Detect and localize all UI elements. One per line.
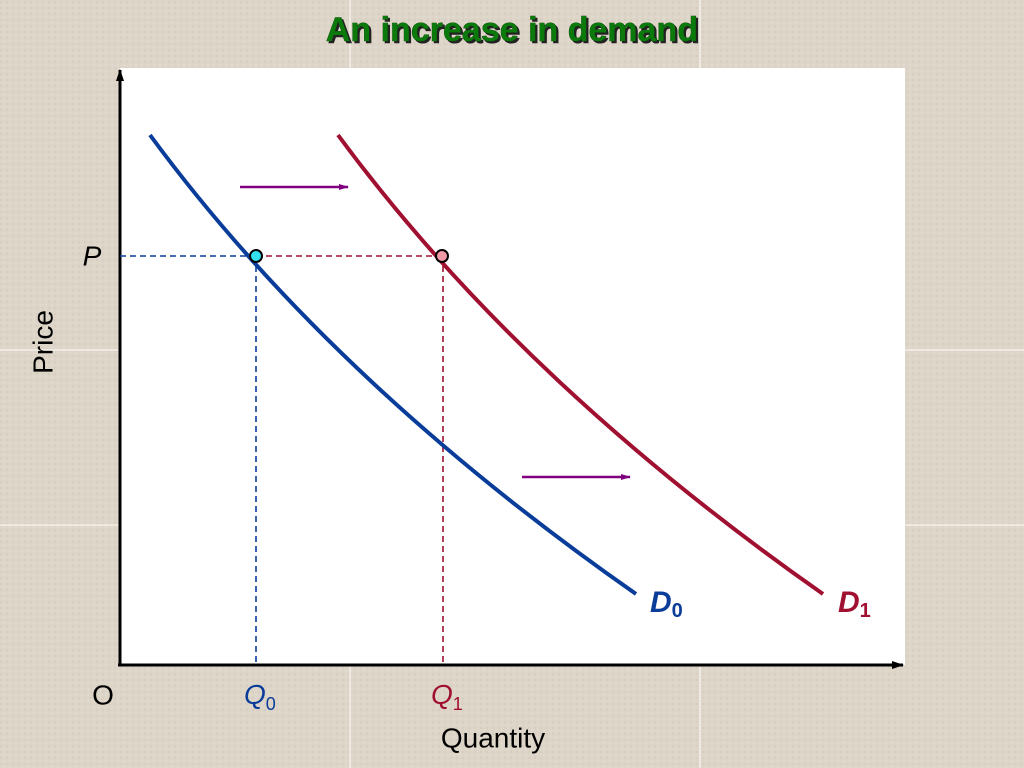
- quantity-label: Q0: [244, 679, 276, 713]
- curve-label: D1: [838, 586, 871, 622]
- point-1: [435, 249, 449, 263]
- quantity-label: Q1: [431, 679, 463, 713]
- point-0: [249, 249, 263, 263]
- quantity-letter: Q: [431, 679, 453, 710]
- x-axis-label: Quantity: [441, 722, 545, 753]
- demand-curve-0: [148, 133, 638, 596]
- quantity-letter: Q: [244, 679, 266, 710]
- curve-letter: D: [650, 586, 672, 619]
- curve-label: D0: [650, 586, 683, 622]
- curve-subscript: 0: [672, 600, 683, 622]
- title: An increase in demand: [326, 11, 698, 49]
- plot-area: [120, 68, 905, 665]
- curve-subscript: 1: [860, 600, 871, 622]
- origin-label: O: [92, 679, 114, 710]
- quantity-subscript: 1: [453, 694, 463, 714]
- y-axis-label: Price: [27, 310, 58, 374]
- demand-curve-1: [336, 133, 825, 596]
- guides: [120, 255, 444, 665]
- quantity-subscript: 0: [266, 694, 276, 714]
- price-label: P: [83, 240, 102, 271]
- curve-letter: D: [838, 586, 860, 619]
